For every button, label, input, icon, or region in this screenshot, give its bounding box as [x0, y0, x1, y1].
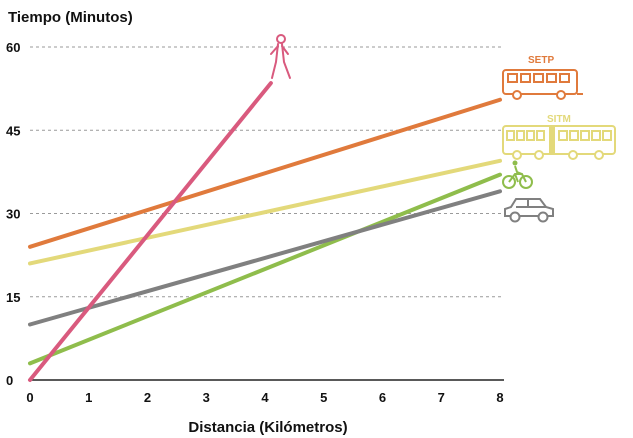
series-line-pedestrian: [28, 81, 273, 382]
x-tick-label: 8: [496, 390, 503, 405]
y-tick-label: 0: [6, 373, 13, 388]
x-tick-label: 5: [320, 390, 327, 405]
car-icon: [504, 198, 554, 223]
x-axis-label: Distancia (Kilómetros): [188, 419, 347, 436]
x-tick-labels: 0 1 2 3 4 5 6 7 8: [26, 390, 503, 405]
y-tick-label: 45: [6, 123, 20, 138]
series-line-bicycle: [28, 172, 502, 366]
x-tick-label: 7: [438, 390, 445, 405]
y-tick-labels: 0 15 30 45 60: [6, 40, 20, 388]
y-axis-label: Tiempo (Minutos): [8, 9, 133, 26]
series-line-car: [28, 189, 502, 327]
series-line-bus: [28, 97, 502, 249]
bus-icon: [502, 69, 583, 100]
x-tick-label: 0: [26, 390, 33, 405]
series-label-setp: SETP: [528, 55, 554, 66]
series-label-sitm: SITM: [547, 114, 571, 125]
y-tick-label: 15: [6, 290, 20, 305]
pedestrian-icon: [270, 34, 291, 79]
x-tick-label: 4: [261, 390, 269, 405]
series-lines: [28, 81, 502, 382]
articulated-bus-icon: [502, 125, 616, 160]
x-tick-label: 3: [203, 390, 210, 405]
x-tick-label: 2: [144, 390, 151, 405]
x-tick-label: 1: [85, 390, 92, 405]
y-tick-label: 30: [6, 207, 20, 222]
y-tick-label: 60: [6, 40, 20, 55]
x-tick-label: 6: [379, 390, 386, 405]
series-line-articulated-bus: [28, 158, 502, 266]
bicycle-icon: [502, 160, 533, 189]
